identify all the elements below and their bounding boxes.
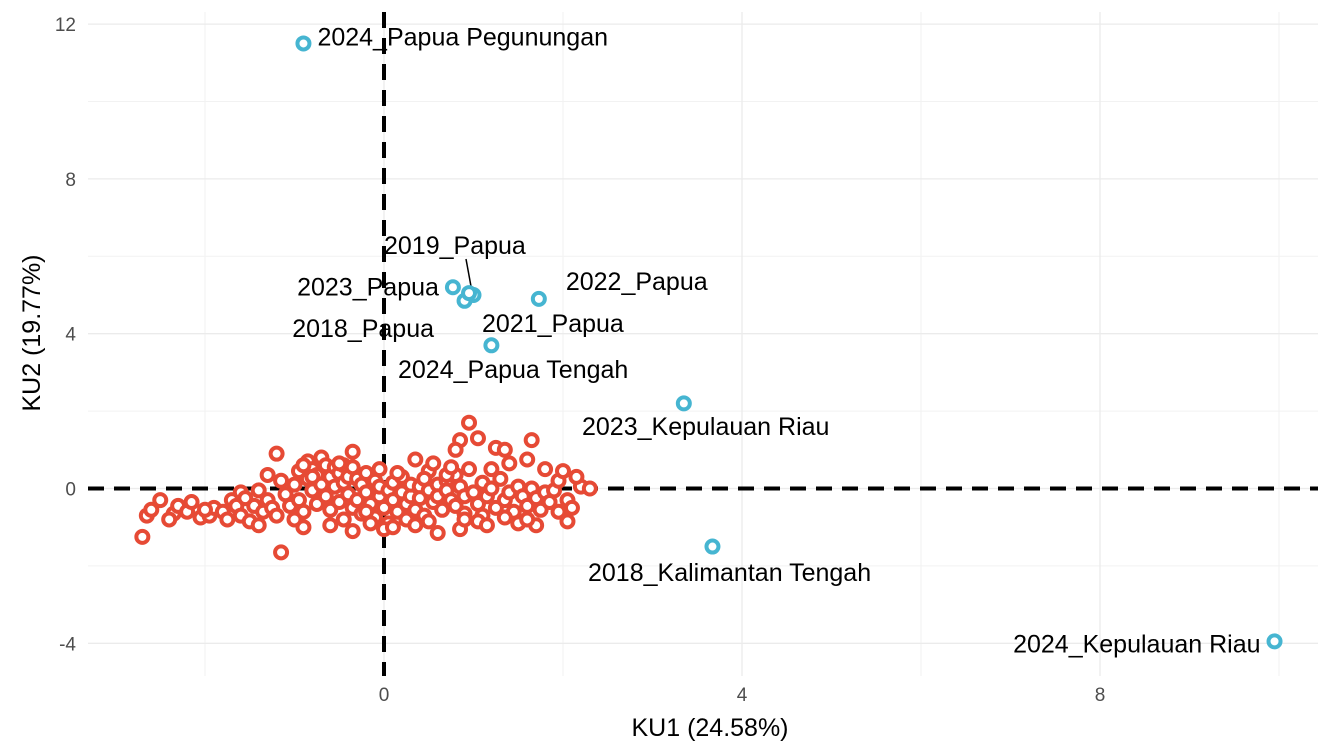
data-point: [443, 459, 460, 476]
data-point: [563, 499, 580, 516]
data-point: [461, 414, 478, 431]
point-label: 2024_Papua Pegunungan: [317, 23, 608, 51]
point-label: 2019_Papua: [384, 232, 526, 260]
outlier-point: [295, 35, 312, 52]
y-axis-title: KU2 (19.77%): [18, 254, 46, 411]
data-point: [317, 488, 334, 505]
outlier-point: [704, 538, 721, 555]
data-point: [250, 482, 267, 499]
data-point: [496, 441, 513, 458]
data-point: [537, 461, 554, 478]
point-label: 2018_Papua: [292, 315, 434, 343]
data-point: [322, 517, 339, 534]
data-point: [384, 519, 401, 536]
data-point: [286, 476, 303, 493]
y-tick-label: 12: [55, 15, 76, 36]
data-point: [268, 445, 285, 462]
data-point: [344, 523, 361, 540]
data-point: [134, 528, 151, 545]
data-point: [250, 517, 267, 534]
data-point: [469, 430, 486, 447]
data-point: [496, 509, 513, 526]
data-point: [425, 455, 442, 472]
data-point: [447, 441, 464, 458]
data-point: [286, 511, 303, 528]
data-point: [523, 432, 540, 449]
x-tick-label: 0: [379, 685, 390, 706]
regular-points: [134, 414, 598, 561]
data-point: [429, 525, 446, 542]
point-label: 2021_Papua: [482, 310, 624, 338]
data-point: [344, 443, 361, 460]
data-point: [389, 465, 406, 482]
data-point: [335, 511, 352, 528]
data-point: [295, 457, 312, 474]
data-point: [559, 513, 576, 530]
data-point: [492, 470, 509, 487]
label-leader-line: [465, 258, 473, 290]
data-point: [483, 480, 500, 497]
x-axis-title: KU1 (24.58%): [631, 714, 788, 742]
data-point: [304, 468, 321, 485]
data-point: [501, 455, 518, 472]
data-point: [273, 472, 290, 489]
data-point: [407, 451, 424, 468]
point-label: 2023_Kepulauan Riau: [582, 413, 829, 441]
point-label: 2024_Kepulauan Riau: [1013, 630, 1260, 658]
data-point: [273, 544, 290, 561]
y-tick-label: 4: [65, 325, 76, 346]
x-axis-ticks: 0 4 8: [379, 685, 1106, 706]
point-labels: 2024_Papua Pegunungan 2019_Papua 2023_Papu…: [292, 23, 1260, 658]
data-point: [407, 517, 424, 534]
y-axis-ticks: -4 0 4 8 12: [55, 15, 77, 655]
reference-lines: [88, 12, 1318, 676]
data-point: [555, 463, 571, 480]
data-point: [183, 494, 200, 511]
data-point: [143, 501, 160, 518]
data-point: [478, 517, 495, 534]
y-tick-label: 8: [65, 170, 76, 191]
x-tick-label: 4: [737, 685, 748, 706]
data-point: [420, 513, 437, 530]
data-point: [371, 461, 388, 478]
label-leader-lines: [465, 258, 473, 290]
outlier-point: [1266, 633, 1283, 650]
data-point: [331, 455, 348, 472]
outlier-point: [444, 279, 461, 296]
data-point: [550, 503, 567, 520]
data-point: [581, 480, 598, 497]
outlier-point: [675, 395, 692, 412]
data-point: [197, 501, 213, 518]
data-point: [519, 451, 536, 468]
x-tick-label: 8: [1095, 685, 1106, 706]
data-point: [519, 511, 536, 528]
y-tick-label: -4: [59, 634, 76, 655]
grid-minor: [88, 12, 1318, 676]
data-point: [416, 470, 433, 487]
outlier-point: [461, 285, 478, 302]
point-label: 2018_Kalimantan Tengah: [588, 559, 871, 587]
data-point: [161, 511, 178, 528]
data-point: [358, 503, 375, 520]
point-label: 2022_Papua: [566, 268, 708, 296]
data-point: [219, 511, 236, 528]
data-point: [456, 511, 473, 528]
outlier-point: [483, 337, 500, 354]
data-point: [434, 501, 451, 518]
point-label: 2023_Papua: [297, 273, 439, 301]
outlier-points: [295, 35, 1283, 650]
data-point: [268, 507, 285, 524]
data-point: [152, 492, 169, 509]
data-point: [461, 461, 478, 478]
outlier-point: [530, 290, 547, 307]
point-label: 2024_Papua Tengah: [398, 356, 628, 384]
data-point: [483, 461, 500, 478]
data-point: [259, 466, 276, 483]
data-point: [568, 468, 585, 485]
y-tick-label: 0: [65, 480, 76, 501]
